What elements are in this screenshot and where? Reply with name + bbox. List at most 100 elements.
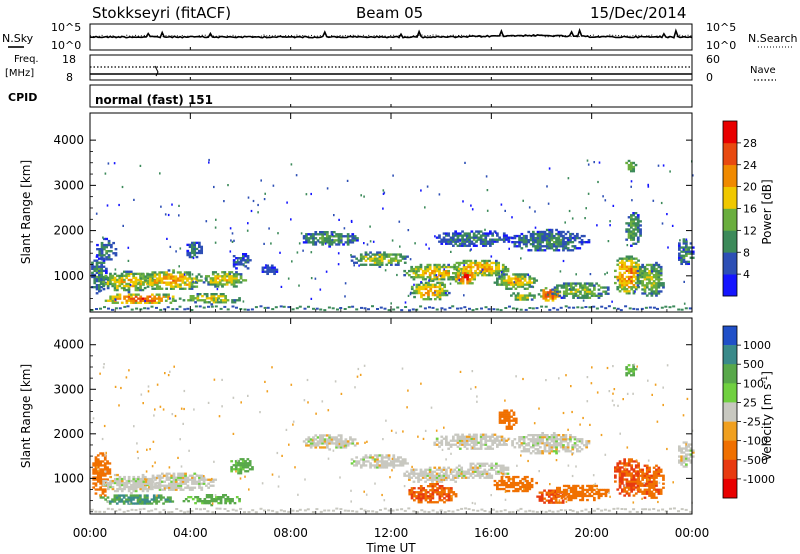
heat-cell — [539, 450, 542, 453]
heat-speck — [596, 224, 598, 227]
heat-cell — [244, 253, 248, 256]
heat-cell — [521, 281, 525, 284]
heat-cell — [168, 486, 171, 489]
heat-cell — [500, 279, 504, 282]
heat-cell — [541, 436, 545, 439]
heat-speck — [547, 202, 550, 205]
heat-cell — [426, 478, 430, 481]
heat-cell — [380, 466, 384, 469]
heat-cell — [479, 234, 483, 237]
heat-cell — [576, 234, 579, 238]
heat-cell — [550, 448, 554, 451]
heat-cell — [309, 442, 313, 445]
heat-cell — [636, 482, 640, 485]
heat-cell — [436, 493, 439, 496]
heat-cell — [543, 434, 547, 437]
heat-cell — [200, 486, 204, 489]
heat-speck — [180, 465, 183, 468]
heat-cell — [122, 500, 126, 503]
heat-cell — [110, 243, 113, 247]
heat-cell — [502, 487, 506, 491]
heat-cell — [618, 484, 622, 487]
heat-cell — [481, 259, 484, 263]
heat-cell — [452, 491, 456, 494]
heat-cell — [191, 486, 194, 489]
heat-cell — [99, 460, 103, 463]
heat-cell — [662, 486, 665, 489]
heat-cell — [376, 460, 379, 463]
heat-cell — [326, 231, 329, 234]
heat-cell — [479, 447, 483, 450]
heat-cell — [541, 234, 545, 238]
heat-cell — [625, 275, 629, 279]
heat-speck — [263, 242, 265, 245]
heat-cell — [130, 485, 133, 489]
heat-cell — [438, 234, 441, 237]
heat-cell — [454, 439, 458, 442]
heat-speck — [369, 225, 371, 228]
heat-cell — [536, 232, 540, 236]
heat-cell — [415, 497, 419, 500]
heat-cell — [481, 274, 484, 277]
heat-cell — [205, 484, 208, 487]
heat-cell — [392, 460, 396, 463]
heat-cell — [106, 470, 109, 473]
heat-cell — [429, 489, 432, 492]
heat-cell — [627, 265, 631, 268]
heat-cell — [685, 248, 688, 251]
heat-cell — [549, 297, 553, 300]
heat-cell — [600, 492, 603, 496]
heat-cell — [134, 479, 138, 483]
heat-cell — [179, 285, 182, 288]
heat-cell — [392, 259, 396, 262]
heat-cell — [195, 480, 199, 483]
heat-cell — [373, 263, 377, 266]
heat-cell — [562, 243, 565, 246]
heat-cell — [449, 443, 453, 446]
heat-cell — [502, 236, 506, 239]
heat-speck — [290, 163, 293, 166]
heat-cell — [462, 476, 466, 479]
heat-cell — [403, 255, 407, 258]
heat-cell — [221, 275, 224, 278]
heat-cell — [648, 492, 651, 495]
heat-cell — [458, 464, 461, 467]
heat-cell — [689, 449, 693, 452]
heat-cell — [170, 484, 174, 487]
heat-speck — [582, 299, 585, 302]
heat-cell — [239, 458, 243, 461]
heat-cell — [623, 290, 627, 293]
heat-cell — [525, 241, 528, 244]
heat-cell — [502, 481, 506, 485]
heat-cell — [95, 288, 99, 291]
heat-cell — [452, 236, 455, 239]
heat-cell — [541, 450, 545, 453]
heat-cell — [221, 279, 224, 282]
heat-cell — [108, 462, 112, 465]
heat-cell — [623, 263, 627, 266]
heat-cell — [151, 301, 154, 304]
heat-cell — [547, 493, 551, 496]
heat-cell — [659, 278, 663, 281]
heat-cell — [156, 279, 159, 282]
heat-cell — [616, 466, 620, 469]
heat-cell — [550, 493, 553, 496]
heat-cell — [490, 267, 494, 271]
heat-cell — [433, 265, 437, 269]
heat-cell — [328, 440, 332, 443]
heat-cell — [543, 489, 546, 492]
heat-cell — [116, 297, 119, 300]
heat-cell — [641, 484, 645, 487]
heat-cell — [662, 474, 665, 477]
heat-cell — [351, 237, 355, 240]
heat-cell — [422, 298, 426, 301]
heat-cell — [179, 484, 183, 487]
heat-cell — [489, 240, 492, 243]
heat-cell — [408, 491, 412, 494]
heat-cell — [431, 501, 435, 504]
heat-cell — [417, 501, 421, 504]
heat-cell — [129, 502, 133, 505]
heat-cell — [520, 450, 524, 453]
heat-cell — [475, 443, 478, 446]
heat-cell — [223, 273, 227, 276]
